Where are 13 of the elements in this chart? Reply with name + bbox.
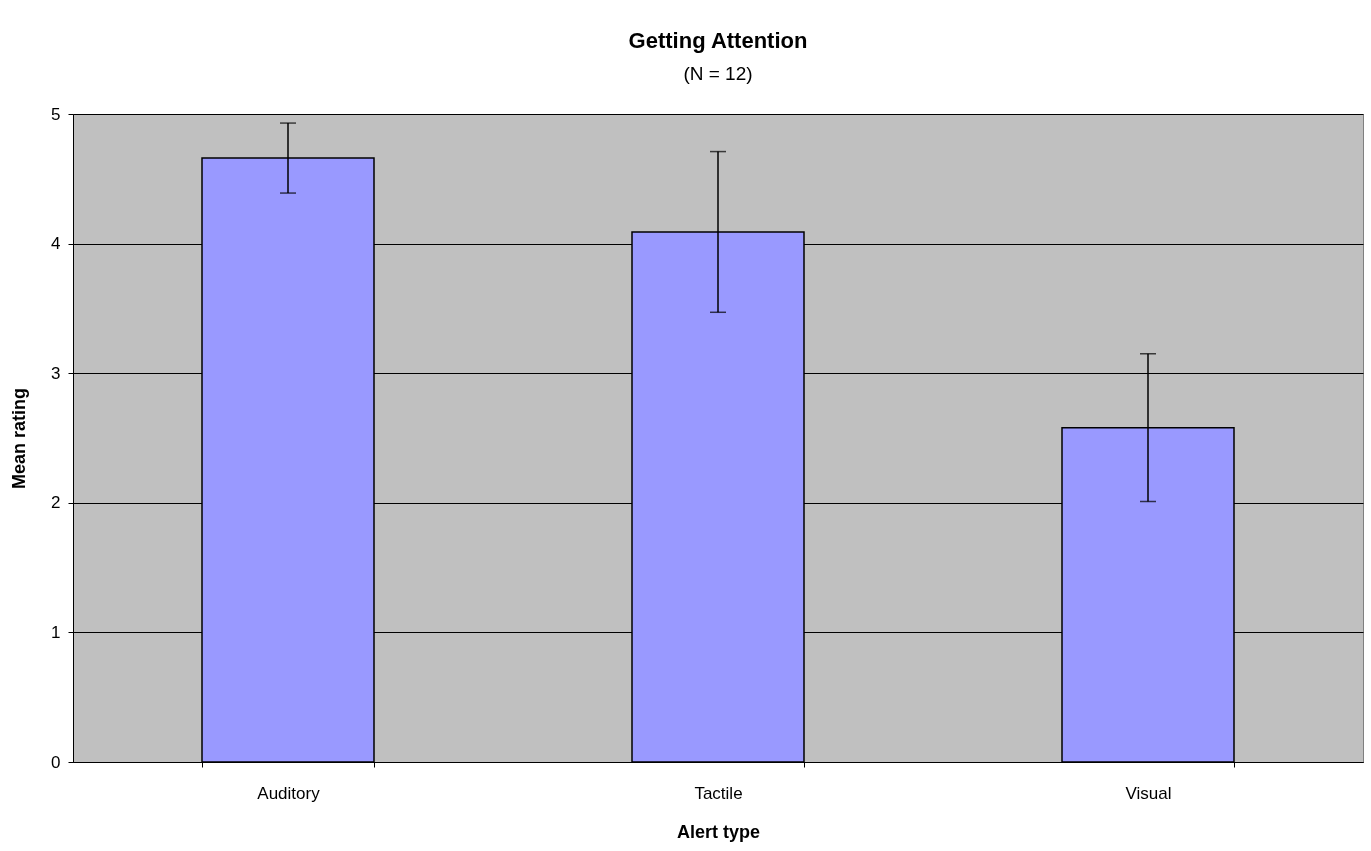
- y-tick-label: 0: [51, 752, 61, 772]
- y-tick-label: 1: [51, 622, 61, 642]
- x-axis-title: Alert type: [676, 821, 761, 842]
- chart-title: Getting Attention: [628, 28, 808, 53]
- y-axis-title: Mean rating: [9, 387, 30, 490]
- x-tick-label: Visual: [1125, 783, 1172, 803]
- y-tick-label: 3: [51, 363, 61, 383]
- y-tick-label: 5: [51, 104, 61, 124]
- y-tick-label: 4: [51, 234, 61, 254]
- x-tick-label: Auditory: [257, 783, 321, 803]
- chart-subtitle: (N = 12): [683, 63, 753, 84]
- y-tick-label: 2: [51, 493, 61, 513]
- x-tick-label: Tactile: [694, 783, 743, 803]
